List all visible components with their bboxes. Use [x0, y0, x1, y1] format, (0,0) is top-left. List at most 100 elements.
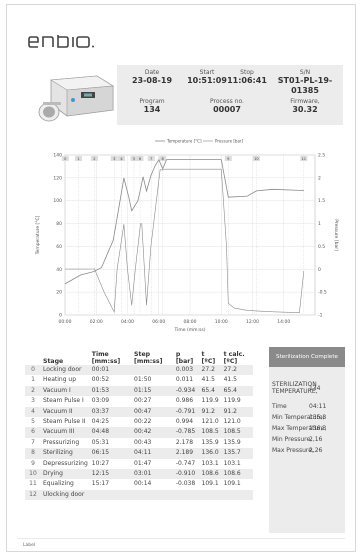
stage-table-header: Stage Time [mm:ss] Step [mm:ss] p [bar] …: [25, 345, 253, 365]
stage-cell: [89, 489, 133, 501]
stage-cell: 03:37: [89, 406, 133, 418]
stage-cell: 00:42: [132, 427, 174, 438]
time-value: 04:11: [309, 403, 327, 410]
stage-cell: 3: [31, 397, 35, 405]
stage-cell: 00:27: [134, 397, 152, 405]
stage-cell: 119.9: [201, 397, 219, 405]
max-pressure-value: 2,26: [309, 447, 323, 454]
stage-cell: 05:31: [91, 438, 110, 446]
sterilizer-device-image: [38, 75, 114, 122]
stage-marker-label: 6: [139, 157, 142, 161]
stage-cell: 0.986: [175, 397, 194, 405]
col-time: Time [mm:ss]: [91, 351, 121, 365]
col-temp: t [ºC]: [201, 351, 216, 365]
stage-cell: Ulocking door: [41, 489, 90, 501]
stage-row: 7 Pressurizing 05:31 00:43 2.178 135.9 135.9: [25, 438, 253, 448]
start-label: Start: [199, 69, 215, 76]
y-left-tick-label: 60: [56, 244, 62, 250]
temperature-line: [64, 158, 304, 285]
stage-marker-label: 1: [77, 157, 79, 161]
min-temp-label: Min Temperature,: [272, 414, 325, 421]
program-label: Program: [139, 98, 165, 105]
stage-cell: 15:17: [91, 480, 110, 488]
stage-cell: 9: [31, 459, 35, 467]
stage-cell: 108.6: [221, 469, 253, 480]
stage-cell: Pressurizing: [43, 438, 80, 446]
process-value: 00007: [213, 105, 241, 114]
min-pressure-value: 2,16: [309, 436, 323, 443]
stage-cell: -0.785: [173, 427, 200, 438]
y-left-axis-title: Temperature [°C]: [35, 215, 41, 255]
footer-label: Label: [23, 543, 36, 548]
stage-cell: 01:15: [132, 385, 174, 397]
date-label: Date: [144, 69, 160, 76]
stage-cell: [132, 489, 174, 501]
y-left-tick-label: 20: [56, 290, 62, 296]
stage-cell: 0: [25, 365, 41, 376]
max-pressure-label: Max Pressure,: [272, 447, 314, 454]
report-page: Date 23-08-19 Start 10:51:09 Stop 11:06:…: [6, 4, 356, 552]
col-temp-calc: t calc. [ºC]: [223, 351, 245, 365]
stage-cell: 91.2: [221, 406, 253, 418]
stage-cell: 10: [25, 469, 41, 480]
process-chart: 00:00 02:00 04:00 06:00 08:00 10:00 12:00 14:00…: [25, 135, 343, 335]
stage-cell: 7: [31, 438, 35, 446]
stage-cell: 135.9: [223, 438, 241, 446]
stage-marker-box-top: [252, 156, 260, 161]
stage-cell: 04:48: [89, 427, 133, 438]
stop-label: Stop: [240, 69, 254, 76]
stage-cell: Vacuum III: [41, 427, 90, 438]
y-right-tick-label: 0: [318, 267, 321, 273]
legend-pressure-label: Pressure [bar]: [215, 139, 244, 144]
max-temp-value: 136,3: [309, 425, 327, 432]
stage-marker-label: 9: [227, 157, 230, 161]
stage-row: 6 Vacuum III 04:48 00:42 -0.785 108.5 108.5: [25, 427, 253, 438]
stage-cell: 10:27: [91, 459, 110, 467]
stage-cell: 65.4: [221, 385, 253, 397]
x-tick-label: 14:00: [277, 319, 290, 325]
time-label: Time: [272, 403, 287, 410]
stage-cell: 41.5: [223, 376, 237, 384]
stage-marker-box-top: [147, 156, 155, 161]
program-value: 134: [143, 105, 161, 114]
x-tick-label: 02:00: [90, 319, 103, 325]
x-axis-title: Time (mm:ss): [174, 327, 206, 333]
col-step: Step [mm:ss]: [134, 351, 163, 365]
stage-cell: 00:22: [134, 418, 152, 426]
stage-cell: 108.6: [199, 469, 222, 480]
stage-cell: 2.189: [173, 448, 200, 459]
stage-marker-label: 7: [150, 157, 152, 161]
stage-cell: 4: [25, 406, 41, 418]
x-tick-label: 12:00: [246, 319, 259, 325]
sn-label: S/N: [299, 69, 311, 76]
stage-cell: 108.5: [221, 427, 253, 438]
stage-row: 3 Steam Pulse I 03:09 00:27 0.986 119.9 119.9: [25, 396, 253, 406]
stage-row: 2 Vacuum I 01:53 01:15 -0.934 65.4 65.4: [25, 385, 253, 397]
stage-cell: 103.1: [201, 459, 219, 467]
sn-value: ST01-PL-19-01385: [277, 76, 333, 95]
stage-cell: Heating up: [43, 376, 77, 384]
stage-cell: 12:15: [89, 469, 133, 480]
stage-marker-box-top: [159, 156, 167, 161]
min-temp-value: 135,8: [309, 414, 327, 421]
stage-marker-box-top: [130, 156, 138, 161]
stage-cell: 00:01: [89, 365, 133, 376]
y-left-tick-label: 0: [59, 313, 62, 319]
process-label: Process no.: [210, 98, 244, 105]
stage-cell: 12: [25, 489, 41, 501]
stage-cell: 2: [25, 385, 41, 397]
stage-cell: 91.2: [199, 406, 222, 418]
stage-cell: 00:47: [132, 406, 174, 418]
date-value: 23-08-19: [131, 76, 173, 85]
stage-marker-box-top: [90, 156, 98, 161]
y-right-tick-label: 0.5: [318, 244, 325, 250]
stage-cell: 41.5: [201, 376, 215, 384]
x-tick-label: 10:00: [215, 319, 228, 325]
stage-cell: Locking door: [41, 365, 90, 376]
col-pressure: p [bar]: [175, 351, 194, 365]
y-right-tick-label: -0.5: [318, 290, 327, 296]
sterilization-temp-value: 134: [309, 385, 321, 392]
stage-marker-box-top: [224, 156, 232, 161]
stage-row: 8 Sterilizing 06:15 04:11 2.189 136.0 135.7: [25, 448, 253, 459]
stage-cell: 109.1: [201, 480, 219, 488]
